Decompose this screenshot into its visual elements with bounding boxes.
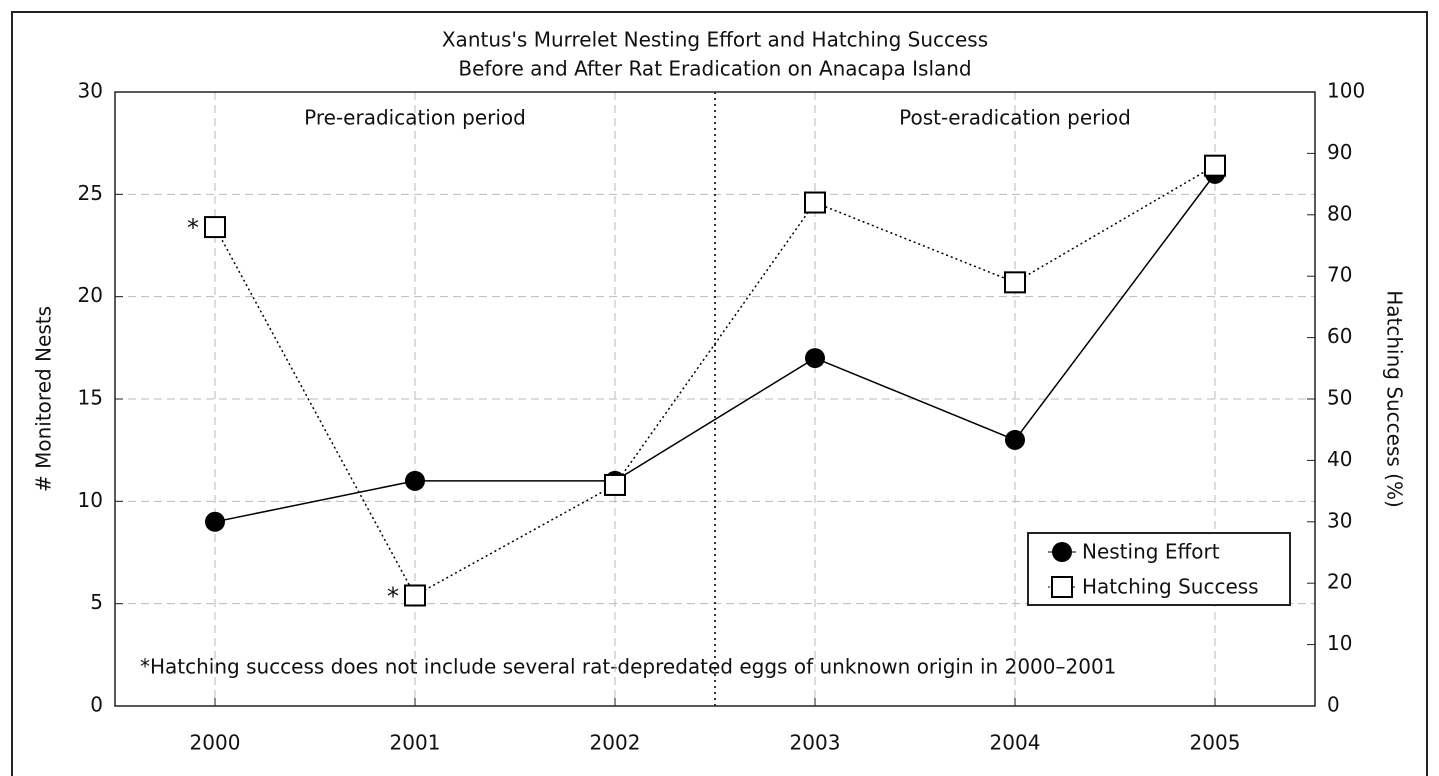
y2-tick-label: 70 bbox=[1327, 263, 1352, 287]
marker bbox=[604, 473, 626, 496]
marker bbox=[404, 584, 426, 607]
marker bbox=[804, 191, 826, 214]
marker bbox=[1204, 154, 1226, 177]
marker bbox=[1004, 271, 1026, 294]
frame bbox=[11, 11, 1428, 776]
chart-subtitle: Before and After Rat Eradication on Anac… bbox=[458, 57, 971, 81]
y2-tick-label: 0 bbox=[1327, 693, 1340, 717]
period-label: Post-eradication period bbox=[899, 106, 1131, 130]
y2-tick-label: 80 bbox=[1327, 201, 1352, 225]
y2-tick-label: 90 bbox=[1327, 140, 1352, 164]
y-tick-label: 15 bbox=[78, 386, 103, 410]
marker bbox=[205, 511, 225, 532]
y-tick-label: 0 bbox=[90, 693, 103, 717]
y2-tick-label: 100 bbox=[1327, 79, 1365, 103]
y2-tick-label: 60 bbox=[1327, 324, 1352, 348]
y2-axis-label: Hatching Success (%) bbox=[1383, 290, 1407, 508]
marker bbox=[204, 216, 226, 239]
chart-title: Xantus's Murrelet Nesting Effort and Hat… bbox=[442, 28, 988, 52]
legend-marker bbox=[1052, 542, 1072, 562]
x-tick-label: 2002 bbox=[590, 731, 641, 755]
y2-tick-label: 50 bbox=[1327, 386, 1352, 410]
y-tick-label: 10 bbox=[78, 488, 103, 512]
period-label: Pre-eradication period bbox=[304, 106, 526, 130]
y2-tick-label: 20 bbox=[1327, 570, 1352, 594]
y-tick-label: 20 bbox=[78, 283, 103, 307]
x-tick-label: 2000 bbox=[190, 731, 241, 755]
x-tick-label: 2003 bbox=[790, 731, 841, 755]
legend-label: Nesting Effort bbox=[1082, 540, 1220, 564]
y-tick-label: 30 bbox=[78, 79, 103, 103]
series-line bbox=[214, 165, 1216, 597]
y2-tick-label: 40 bbox=[1327, 447, 1352, 471]
marker bbox=[1005, 429, 1025, 450]
x-tick-label: 2001 bbox=[390, 731, 441, 755]
annotation: * bbox=[387, 582, 399, 610]
marker bbox=[805, 348, 825, 369]
series-line bbox=[214, 173, 1216, 523]
y2-tick-label: 30 bbox=[1327, 508, 1352, 532]
footnote: *Hatching success does not include sever… bbox=[140, 655, 1116, 679]
y2-tick-label: 10 bbox=[1327, 631, 1352, 655]
y-tick-label: 25 bbox=[78, 181, 103, 205]
annotation: * bbox=[187, 214, 199, 242]
marker bbox=[405, 470, 425, 491]
y-tick-label: 5 bbox=[90, 590, 103, 614]
legend-label: Hatching Success bbox=[1082, 575, 1259, 599]
y-axis-label: # Monitored Nests bbox=[32, 306, 56, 492]
legend-marker bbox=[1051, 576, 1073, 598]
x-tick-label: 2005 bbox=[1190, 731, 1241, 755]
x-tick-label: 2004 bbox=[990, 731, 1041, 755]
